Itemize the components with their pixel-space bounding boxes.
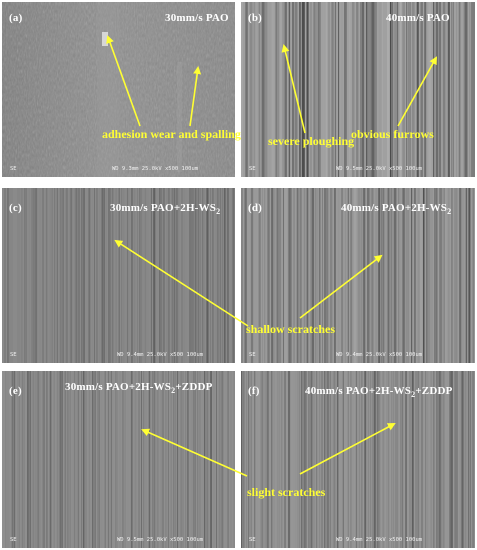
- panel-b-footer: SE WD 9.5mm 25.0kV x500 100um: [241, 166, 475, 174]
- annotation-severe-ploughing: severe ploughing: [268, 134, 355, 148]
- panel-e-footer-se: SE: [10, 537, 17, 543]
- sem-texture-a: [2, 2, 235, 177]
- panel-c-condition-main: 30mm/s PAO+2H-WS: [110, 202, 217, 214]
- panel-d-condition: 40mm/s PAO+2H-WS2: [341, 202, 451, 216]
- sem-texture-e: [2, 371, 235, 548]
- panel-e-footer: SE WD 9.5mm 25.0kV x500 100um: [2, 537, 235, 545]
- panel-c-footer: SE WD 9.4mm 25.0kV x500 100um: [2, 352, 235, 360]
- panel-b-footer-se: SE: [249, 166, 256, 172]
- panel-b-letter: (b): [248, 12, 263, 24]
- panel-a-letter: (a): [9, 12, 23, 24]
- panel-f-condition-sub: 2: [411, 390, 416, 400]
- panel-d-footer-info: WD 9.4mm 25.0kV x500 100um: [336, 352, 423, 358]
- panel-c-footer-info: WD 9.4mm 25.0kV x500 100um: [117, 352, 204, 358]
- panel-e-condition-main: 30mm/s PAO+2H-WS: [65, 381, 172, 393]
- panel-c-footer-se: SE: [10, 352, 17, 358]
- panel-c-condition-sub: 2: [216, 207, 221, 217]
- panel-f-condition-main: 40mm/s PAO+2H-WS: [305, 385, 412, 397]
- panel-f-letter: (f): [248, 385, 260, 397]
- panel-f-footer: SE WD 9.4mm 25.0kV x500 100um: [241, 537, 475, 545]
- panel-b-footer-info: WD 9.5mm 25.0kV x500 100um: [336, 166, 423, 172]
- annotation-shallow-scratches: shallow scratches: [246, 322, 335, 336]
- panel-e-letter: (e): [9, 385, 22, 397]
- panel-e-condition-sub: 2: [171, 386, 176, 396]
- panel-d-condition-sub: 2: [447, 207, 452, 217]
- panel-d-condition-main: 40mm/s PAO+2H-WS: [341, 202, 448, 214]
- panel-f-condition-post: +ZDDP: [415, 385, 453, 397]
- panel-f-footer-se: SE: [249, 537, 256, 543]
- annotation-slight-scratches: slight scratches: [247, 485, 326, 499]
- sem-panel-c: (c) 30mm/s PAO+2H-WS2 SE WD 9.4mm 25.0kV…: [2, 188, 235, 363]
- panel-e-condition: 30mm/s PAO+2H-WS2+ZDDP: [65, 381, 213, 395]
- panel-d-footer-se: SE: [249, 352, 256, 358]
- panel-d-letter: (d): [248, 202, 263, 214]
- sem-panel-a: (a) 30mm/s PAO SE WD 9.3mm 25.0kV x500 1…: [2, 2, 235, 177]
- sem-panel-b: (b) 40mm/s PAO SE WD 9.5mm 25.0kV x500 1…: [241, 2, 475, 177]
- panel-b-condition: 40mm/s PAO: [386, 12, 450, 24]
- panel-c-condition: 30mm/s PAO+2H-WS2: [110, 202, 220, 216]
- panel-a-footer: SE WD 9.3mm 25.0kV x500 100um: [2, 166, 235, 174]
- panel-d-footer: SE WD 9.4mm 25.0kV x500 100um: [241, 352, 475, 360]
- panel-f-footer-info: WD 9.4mm 25.0kV x500 100um: [336, 537, 423, 543]
- panel-c-letter: (c): [9, 202, 22, 214]
- panel-e-condition-post: +ZDDP: [175, 381, 213, 393]
- panel-e-footer-info: WD 9.5mm 25.0kV x500 100um: [117, 537, 204, 543]
- sem-panel-f: (f) 40mm/s PAO+2H-WS2+ZDDP SE WD 9.4mm 2…: [241, 371, 475, 548]
- annotation-adhesion-wear: adhesion wear and spalling: [102, 127, 241, 141]
- annotation-obvious-furrows: obvious furrows: [351, 127, 434, 141]
- sem-panel-e: (e) 30mm/s PAO+2H-WS2+ZDDP SE WD 9.5mm 2…: [2, 371, 235, 548]
- panel-f-condition: 40mm/s PAO+2H-WS2+ZDDP: [305, 385, 453, 399]
- panel-a-footer-info: WD 9.3mm 25.0kV x500 100um: [112, 166, 199, 172]
- panel-a-footer-se: SE: [10, 166, 17, 172]
- sem-texture-b: [241, 2, 475, 177]
- panel-a-condition: 30mm/s PAO: [165, 12, 229, 24]
